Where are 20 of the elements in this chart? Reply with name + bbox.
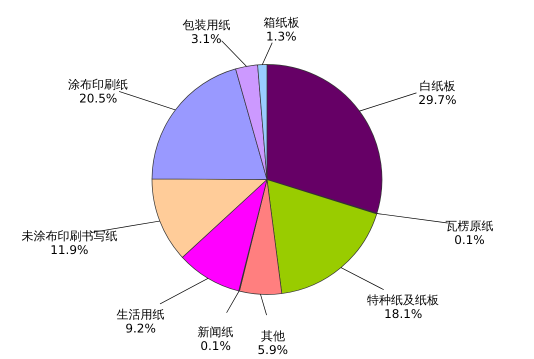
data-label: 9.2% xyxy=(125,321,156,336)
slice-label: 生活用纸 xyxy=(116,307,165,322)
data-label: 11.9% xyxy=(50,243,88,258)
slice-label: 白纸板 xyxy=(419,79,456,94)
data-label: 1.3% xyxy=(266,30,297,44)
slice-label: 特种纸及纸板 xyxy=(367,292,440,307)
data-label: 18.1% xyxy=(384,306,422,321)
data-label: 20.5% xyxy=(79,92,118,106)
slice-label: 瓦楞原纸 xyxy=(445,218,494,233)
data-label: 3.1% xyxy=(191,32,222,46)
slice-label: 包装用纸 xyxy=(182,18,230,32)
slice-label: 未涂布印刷书写纸 xyxy=(21,229,118,244)
data-label: 0.1% xyxy=(454,232,485,247)
slice-label: 其他 xyxy=(260,329,285,344)
slice-label: 新闻纸 xyxy=(198,324,234,339)
slice-label: 箱纸板 xyxy=(263,16,300,30)
slice-label: 涂布印刷纸 xyxy=(68,78,128,92)
data-label: 29.7% xyxy=(418,93,456,108)
data-label: 0.1% xyxy=(200,338,231,353)
data-label: 5.9% xyxy=(258,343,288,358)
